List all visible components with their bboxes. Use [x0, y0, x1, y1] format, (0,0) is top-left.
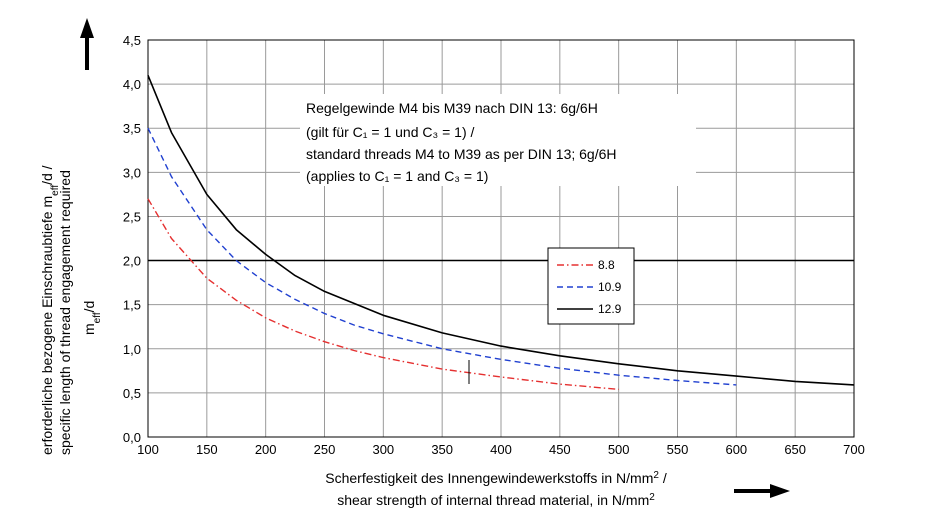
x-tick-label: 650: [784, 442, 806, 457]
y-axis-label: erforderliche bezogene Einschraubtiefe m…: [39, 165, 103, 455]
annotation-line-1: Regelgewinde M4 bis M39 nach DIN 13: 6g/…: [306, 100, 598, 116]
x-tick-label: 600: [725, 442, 747, 457]
x-tick-label: 500: [608, 442, 630, 457]
annotation-line-3: standard threads M4 to M39 as per DIN 13…: [306, 146, 617, 162]
legend-label-8-8: 8.8: [598, 258, 615, 272]
x-tick-label: 100: [137, 442, 159, 457]
y-tick-label: 4,5: [123, 33, 141, 48]
series-line-8-8: [147, 198, 619, 391]
y-tick-label: 2,0: [123, 254, 141, 269]
plot-frame: [147, 39, 855, 438]
y-tick-label: 4,0: [123, 77, 141, 92]
series-line-10-9: [147, 127, 737, 386]
y-tick-label: 0,0: [123, 430, 141, 445]
y-axis-label-line-2: specific length of thread engagement req…: [57, 170, 73, 455]
legend-entries: 8.8 10.9 12.9: [557, 258, 622, 316]
y-axis-label-line-1: erforderliche bezogene Einschraubtiefe m…: [39, 165, 61, 455]
series-lines: [147, 74, 855, 391]
x-tick-label: 150: [196, 442, 218, 457]
legend-label-10-9: 10.9: [598, 280, 622, 294]
x-tick-labels: 100 150 200 250 300 350 400 450 500 550 600 650 700: [137, 442, 865, 457]
x-axis-label: Scherfestigkeit des Innengewindewerkstof…: [325, 470, 667, 509]
x-tick-label: 550: [667, 442, 689, 457]
y-tick-label: 3,0: [123, 165, 141, 180]
y-tick-label: 0,5: [123, 386, 141, 401]
x-tick-label: 450: [549, 442, 571, 457]
x-tick-label: 250: [314, 442, 336, 457]
x-axis-label-line-1: Scherfestigkeit des Innengewindewerkstof…: [325, 470, 667, 487]
legend-box: [547, 247, 635, 325]
annotation-line-2: (gilt für C₁ = 1 und C₃ = 1) /: [306, 124, 474, 140]
y-tick-labels: 0,0 0,5 1,0 1,5 2,0 2,5 3,0 3,5 4,0 4,5: [123, 33, 141, 445]
y-direction-arrow: [80, 18, 94, 70]
x-axis-label-line-2: shear strength of internal thread materi…: [337, 492, 655, 509]
y-axis-label-line-3: meff/d: [81, 301, 103, 335]
legend: 8.8 10.9 12.9: [547, 247, 635, 325]
x-direction-arrow: [734, 484, 790, 498]
x-tick-label: 400: [490, 442, 512, 457]
legend-label-12-9: 12.9: [598, 302, 622, 316]
x-tick-label: 200: [255, 442, 277, 457]
y-tick-label: 1,0: [123, 342, 141, 357]
x-tick-label: 300: [372, 442, 394, 457]
annotation-line-4: (applies to C₁ = 1 and C₃ = 1): [306, 168, 488, 184]
x-tick-label: 350: [431, 442, 453, 457]
y-tick-label: 1,5: [123, 298, 141, 313]
y-tick-label: 2,5: [123, 209, 141, 224]
series-line-12-9: [147, 74, 855, 386]
y-tick-label: 3,5: [123, 121, 141, 136]
annotation-background: [300, 94, 696, 186]
annotation: Regelgewinde M4 bis M39 nach DIN 13: 6g/…: [300, 94, 696, 186]
x-tick-label: 700: [843, 442, 865, 457]
